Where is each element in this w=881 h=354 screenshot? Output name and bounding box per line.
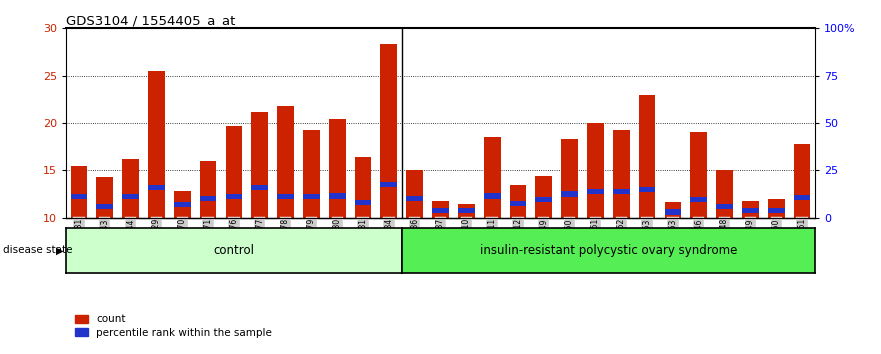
Bar: [226, 126, 242, 218]
Text: GSM156186: GSM156186: [411, 218, 419, 264]
Bar: [794, 144, 811, 218]
Bar: [148, 185, 165, 190]
Bar: [174, 202, 190, 207]
Text: GSM156948: GSM156948: [720, 218, 729, 264]
Bar: [381, 182, 397, 187]
Bar: [639, 95, 655, 218]
Text: GSM156179: GSM156179: [307, 218, 316, 264]
Bar: [509, 201, 526, 206]
Bar: [536, 197, 552, 202]
Bar: [716, 204, 733, 209]
Bar: [484, 193, 500, 199]
Text: GSM156184: GSM156184: [384, 218, 393, 264]
Bar: [122, 194, 139, 200]
Bar: [794, 195, 811, 200]
Bar: [200, 196, 217, 201]
Text: GSM156763: GSM156763: [669, 218, 677, 264]
Bar: [96, 177, 113, 218]
Bar: [664, 202, 681, 218]
Text: ▶: ▶: [56, 245, 63, 256]
Text: GSM156751: GSM156751: [591, 218, 600, 264]
Bar: [691, 132, 707, 218]
Bar: [381, 44, 397, 218]
Text: GSM156181: GSM156181: [359, 218, 367, 264]
Text: GSM156187: GSM156187: [436, 218, 445, 264]
Bar: [329, 193, 345, 199]
Bar: [174, 191, 190, 218]
Bar: [406, 170, 423, 218]
Bar: [742, 207, 759, 213]
Text: GSM156171: GSM156171: [204, 218, 212, 264]
Bar: [432, 207, 449, 213]
Text: control: control: [213, 244, 255, 257]
Bar: [742, 201, 759, 218]
Bar: [561, 192, 578, 196]
Bar: [458, 207, 475, 213]
Text: GSM155644: GSM155644: [126, 218, 135, 264]
Bar: [561, 139, 578, 218]
Bar: [70, 166, 87, 218]
Bar: [536, 176, 552, 218]
Text: disease state: disease state: [3, 245, 72, 256]
Text: GSM156949: GSM156949: [746, 218, 755, 264]
Bar: [716, 170, 733, 218]
Text: GDS3104 / 1554405_a_at: GDS3104 / 1554405_a_at: [66, 14, 235, 27]
Bar: [96, 204, 113, 209]
Bar: [406, 196, 423, 201]
Bar: [587, 189, 603, 194]
Bar: [148, 71, 165, 218]
Legend: count, percentile rank within the sample: count, percentile rank within the sample: [71, 310, 277, 342]
Text: GSM156178: GSM156178: [281, 218, 290, 264]
Bar: [509, 184, 526, 218]
Bar: [251, 185, 268, 190]
Bar: [355, 200, 372, 205]
Bar: [664, 210, 681, 215]
Bar: [278, 194, 294, 200]
Bar: [768, 199, 785, 218]
Text: GSM156749: GSM156749: [539, 218, 548, 264]
Bar: [303, 130, 320, 218]
Text: GSM156512: GSM156512: [514, 218, 522, 264]
Text: GSM155729: GSM155729: [152, 218, 161, 264]
Text: GSM156511: GSM156511: [488, 218, 497, 264]
Text: GSM156951: GSM156951: [797, 218, 806, 264]
Text: GSM156176: GSM156176: [229, 218, 239, 264]
Text: GSM156752: GSM156752: [617, 218, 626, 264]
Bar: [458, 204, 475, 218]
Bar: [278, 106, 294, 218]
Text: GSM155643: GSM155643: [100, 218, 109, 264]
Bar: [432, 201, 449, 218]
Text: insulin-resistant polycystic ovary syndrome: insulin-resistant polycystic ovary syndr…: [479, 244, 737, 257]
Text: GSM156950: GSM156950: [772, 218, 781, 264]
Bar: [691, 197, 707, 202]
Text: GSM156180: GSM156180: [333, 218, 342, 264]
Bar: [251, 112, 268, 218]
Bar: [639, 187, 655, 192]
Text: GSM156177: GSM156177: [255, 218, 264, 264]
Text: GSM156510: GSM156510: [462, 218, 470, 264]
Bar: [70, 194, 87, 200]
Bar: [303, 194, 320, 200]
Bar: [613, 130, 630, 218]
Bar: [329, 119, 345, 218]
Text: GSM156750: GSM156750: [565, 218, 574, 264]
Bar: [200, 161, 217, 218]
Bar: [484, 137, 500, 218]
Bar: [613, 189, 630, 194]
Text: GSM156170: GSM156170: [178, 218, 187, 264]
Bar: [122, 159, 139, 218]
Bar: [768, 207, 785, 213]
Bar: [226, 194, 242, 200]
Text: GSM156946: GSM156946: [694, 218, 703, 264]
Bar: [355, 157, 372, 218]
Bar: [587, 123, 603, 218]
Text: GSM155631: GSM155631: [75, 218, 84, 264]
Text: GSM156753: GSM156753: [642, 218, 652, 264]
